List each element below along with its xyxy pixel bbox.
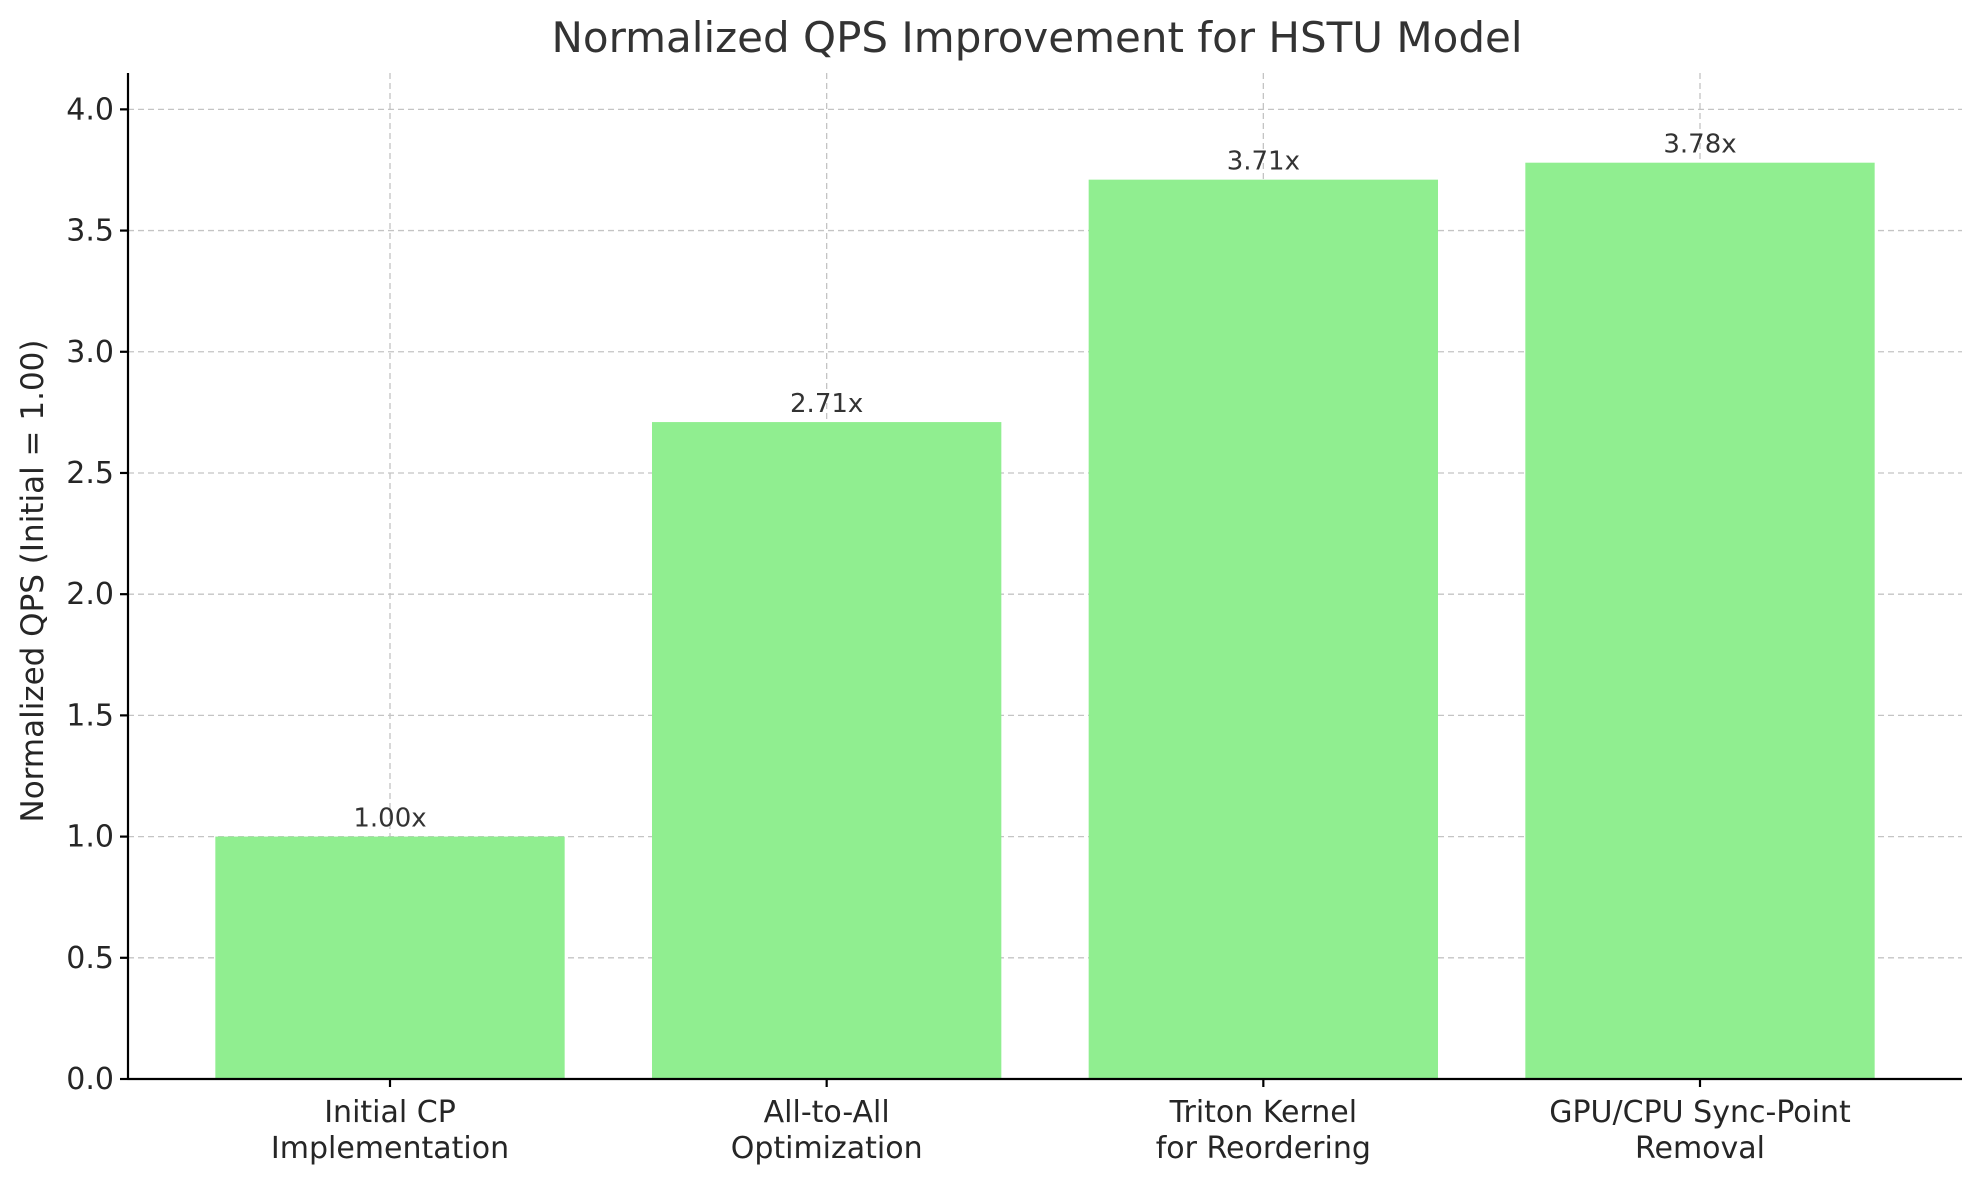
bars-layer — [215, 162, 1875, 1080]
bar-3 — [1088, 179, 1438, 1079]
bar-2 — [652, 422, 1002, 1079]
x-tick-label-line: GPU/CPU Sync-Point — [1549, 1095, 1851, 1130]
y-tick-label: 0.0 — [66, 1062, 114, 1097]
chart-title: Normalized QPS Improvement for HSTU Mode… — [551, 13, 1522, 62]
y-tick-label: 0.5 — [66, 941, 114, 976]
data-label-2: 2.71x — [790, 389, 863, 419]
data-label-3: 3.71x — [1227, 147, 1300, 177]
y-tick-label: 2.0 — [66, 577, 114, 612]
y-tick-label: 3.5 — [66, 214, 114, 249]
y-tick-label: 2.5 — [66, 456, 114, 491]
labels-layer: 0.0 0.5 1.0 1.5 2.0 2.5 3.0 3.5 4.0 Initial CP Imp… — [66, 92, 1851, 1166]
bar-1 — [215, 836, 565, 1079]
x-tick-label-line: Removal — [1635, 1131, 1765, 1166]
x-tick-label-line: All-to-All — [764, 1095, 890, 1130]
x-tick-label-line: for Reordering — [1156, 1131, 1371, 1166]
y-tick-label: 1.0 — [66, 820, 114, 855]
x-tick-label: Triton Kernel for Reordering — [1156, 1095, 1371, 1166]
data-label-1: 1.00x — [353, 804, 426, 834]
x-tick-label-line: Optimization — [731, 1131, 923, 1166]
axes-layer — [120, 73, 1962, 1087]
x-tick-label-line: Implementation — [271, 1131, 509, 1166]
bar-4 — [1525, 162, 1875, 1080]
x-tick-label-line: Initial CP — [324, 1095, 456, 1130]
x-tick-label: Initial CP Implementation — [271, 1095, 509, 1166]
x-tick-label-line: Triton Kernel — [1169, 1095, 1358, 1130]
x-tick-label: GPU/CPU Sync-Point Removal — [1549, 1095, 1851, 1166]
y-axis-label: Normalized QPS (Initial = 1.00) — [15, 340, 51, 823]
y-tick-label: 1.5 — [66, 698, 114, 733]
x-tick-label: All-to-All Optimization — [731, 1095, 923, 1166]
y-tick-label: 3.0 — [66, 335, 114, 370]
y-tick-label: 4.0 — [66, 92, 114, 127]
data-label-4: 3.78x — [1663, 130, 1736, 160]
